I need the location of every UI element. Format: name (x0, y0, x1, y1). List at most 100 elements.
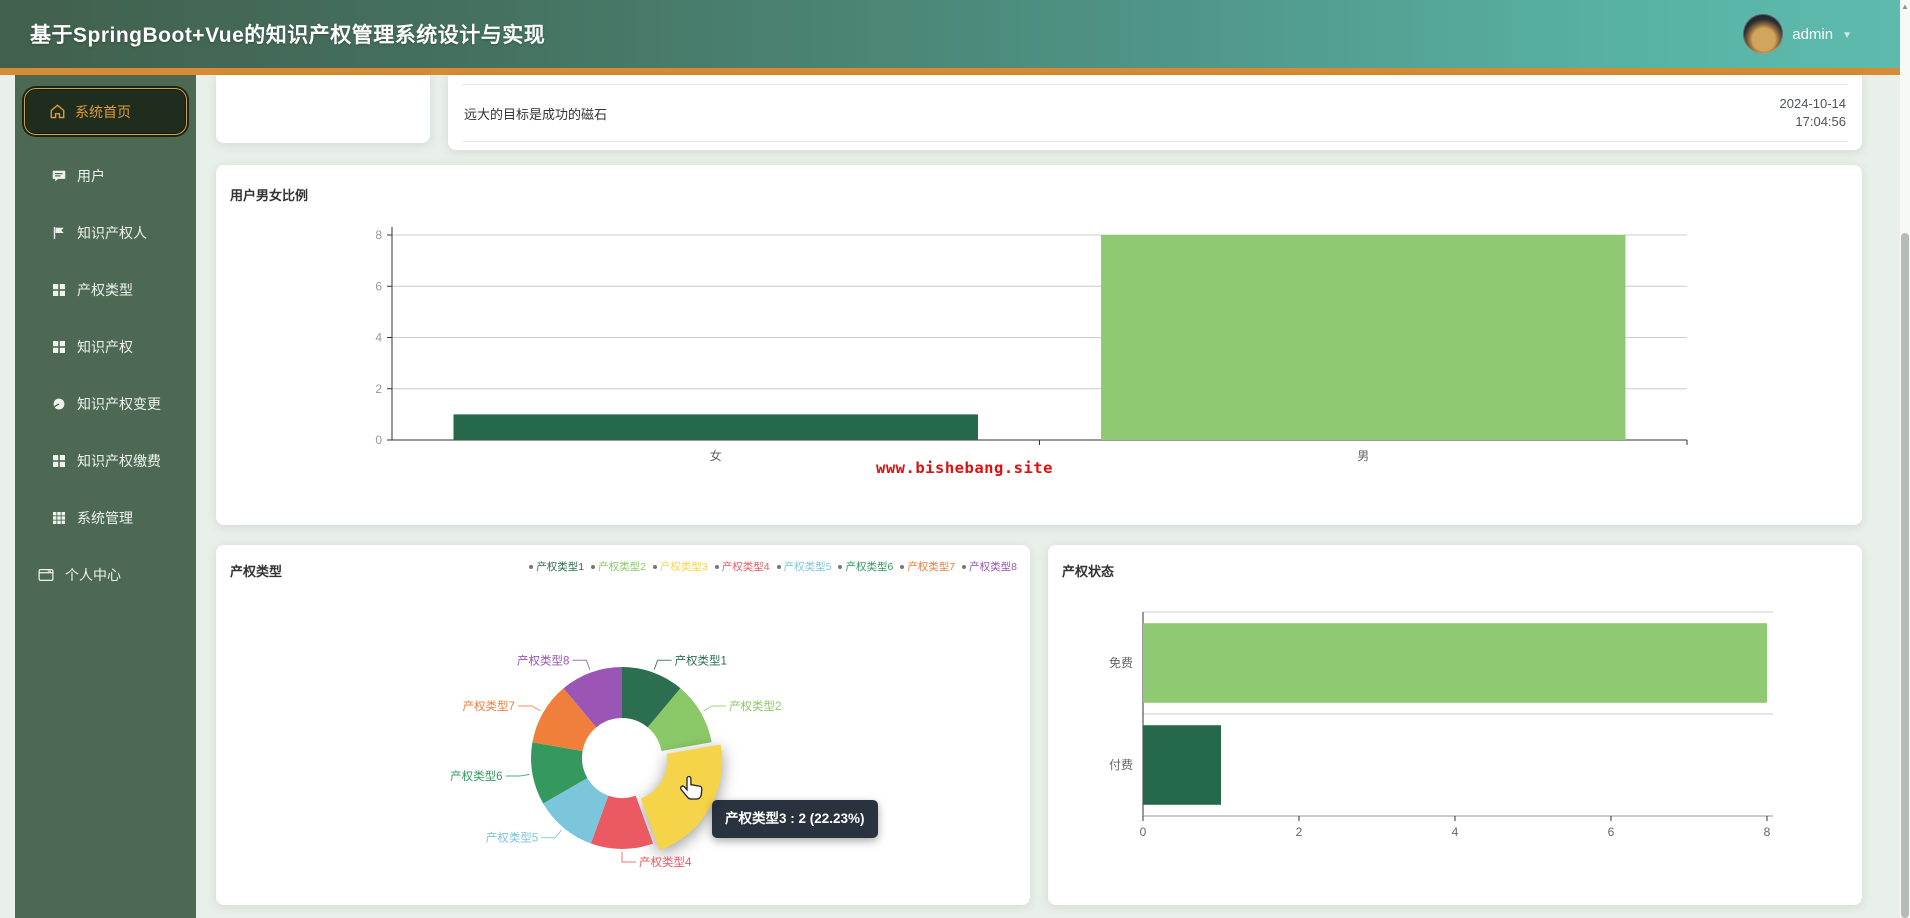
legend-marker-icon (776, 564, 781, 569)
quote-card: 远大的目标是成功的磁石 2024-10-14 17:04:56 (448, 75, 1862, 150)
sidebar-item-ip-type[interactable]: 产权类型 (15, 261, 196, 318)
tooltip-text: 产权类型3 : 2 (22.23%) (725, 811, 865, 826)
home-icon (50, 104, 65, 119)
legend-label: 产权类型1 (536, 561, 585, 573)
legend-label: 产权类型4 (721, 561, 770, 573)
sidebar-item-profile[interactable]: 个人中心 (15, 546, 196, 603)
time-label: 17:04:56 (1795, 114, 1846, 129)
sidebar-item-label: 系统管理 (77, 509, 133, 526)
pie-slice[interactable] (640, 744, 723, 851)
grid-icon (53, 454, 65, 467)
chart-title: 产权类型 (230, 564, 283, 579)
date-label: 2024-10-14 (1779, 95, 1847, 111)
pie-icon (53, 398, 65, 409)
svg-text:产权类型4: 产权类型4 (639, 855, 692, 869)
avatar[interactable] (1743, 14, 1784, 54)
sidebar-item-label: 知识产权变更 (77, 395, 161, 412)
pie-legend: 产权类型1 产权类型2 产权类型3 产权类型4 产权类型5 产权类型6 产权类型7 产权类型8 (529, 559, 1017, 574)
svg-text:产权类型6: 产权类型6 (450, 769, 502, 783)
watermark: www.bishebang.site (876, 459, 1053, 477)
pie-slice[interactable] (622, 667, 681, 728)
legend-item[interactable]: 产权类型2 (591, 559, 646, 574)
window-icon (38, 568, 54, 581)
ip-type-pie-chart[interactable]: 产权类型1 产权类型2 产权类型3 产权类型4 产权类型5 产权类型6 产权类型7 产权类型8 (216, 545, 1030, 905)
svg-text:2: 2 (375, 382, 382, 396)
svg-text:8: 8 (1764, 825, 1771, 839)
pie-chart-card: 产权类型 产权类型1 产权类型2 产权类型3 产权类型4 产权类型5 产权类型6 产权类型7… (216, 545, 1030, 905)
pie-slice[interactable] (531, 742, 588, 804)
pie-slice[interactable] (563, 667, 622, 728)
gender-bar-chart[interactable]: 0 2 4 6 8 女 男 (216, 165, 1862, 525)
svg-text:6: 6 (1608, 825, 1615, 839)
legend-item[interactable]: 产权类型6 (838, 559, 893, 574)
sidebar-item-ip-owner[interactable]: 知识产权人 (15, 204, 196, 261)
sidebar-item-label: 知识产权缴费 (77, 452, 161, 469)
grid-icon (53, 283, 65, 296)
legend-marker-icon (714, 564, 719, 569)
sidebar-item-system-admin[interactable]: 系统管理 (15, 489, 196, 546)
svg-text:产权类型5: 产权类型5 (486, 831, 538, 845)
svg-text:产权类型1: 产权类型1 (675, 653, 727, 667)
legend-label: 产权类型6 (845, 561, 894, 573)
scrollbar-up-arrow[interactable]: ▲ (1901, 2, 1909, 11)
svg-text:4: 4 (1452, 825, 1459, 839)
chart-title: 用户男女比例 (230, 188, 309, 203)
legend-label: 产权类型3 (659, 561, 708, 573)
legend-marker-icon (900, 564, 905, 569)
sidebar-item-ip-change[interactable]: 知识产权变更 (15, 375, 196, 432)
sidebar-item-ip-payment[interactable]: 知识产权缴费 (15, 432, 196, 489)
gender-chart-card: 用户男女比例 0 2 4 6 8 女 男 www.bishebang.site (216, 165, 1862, 525)
svg-text:产权类型2: 产权类型2 (729, 699, 781, 713)
quote-text: 远大的目标是成功的磁石 (464, 106, 608, 122)
timestamp: 2024-10-14 17:04:56 (1780, 95, 1847, 131)
legend-label: 产权类型2 (598, 561, 646, 573)
svg-text:2: 2 (1296, 825, 1303, 839)
svg-text:0: 0 (1140, 825, 1147, 839)
app-header: 基于SpringBoot+Vue的知识产权管理系统设计与实现 admin ▼ (0, 0, 1910, 68)
sidebar-item-ip[interactable]: 知识产权 (15, 318, 196, 375)
legend-marker-icon (962, 564, 967, 569)
divider (462, 141, 1848, 142)
legend-label: 产权类型5 (783, 561, 832, 573)
grid9-icon (53, 511, 65, 524)
sidebar: 系统首页 用户 知识产权人 产权类型 (15, 75, 196, 918)
pie-slice[interactable] (647, 688, 712, 752)
mini-card (216, 75, 430, 143)
grid-icon (53, 340, 65, 353)
legend-item[interactable]: 产权类型5 (776, 559, 832, 574)
scrollbar-thumb[interactable] (1901, 233, 1909, 918)
legend-marker-icon (529, 564, 534, 569)
divider (462, 84, 1848, 85)
chart-tooltip: 产权类型3 : 2 (22.23%) (712, 800, 878, 838)
username-label: admin (1792, 25, 1834, 43)
svg-text:女: 女 (710, 448, 722, 463)
scrollbar[interactable]: ▲ (1900, 0, 1910, 918)
legend-item[interactable]: 产权类型3 (652, 559, 708, 574)
legend-item[interactable]: 产权类型7 (900, 559, 955, 574)
legend-item[interactable]: 产权类型8 (962, 559, 1017, 574)
legend-marker-icon (591, 564, 596, 569)
message-icon (52, 170, 66, 181)
chart-title: 产权状态 (1062, 564, 1115, 579)
sidebar-item-label: 知识产权 (77, 338, 133, 355)
svg-text:免费: 免费 (1109, 655, 1133, 670)
pie-slice[interactable] (532, 688, 597, 752)
pie-slice[interactable] (590, 795, 654, 849)
sidebar-item-users[interactable]: 用户 (15, 147, 196, 204)
svg-text:产权类型7: 产权类型7 (463, 699, 515, 713)
flag-icon (53, 226, 64, 239)
user-menu[interactable]: admin ▼ (1743, 0, 1852, 68)
sidebar-item-home[interactable]: 系统首页 (24, 88, 187, 135)
svg-text:4: 4 (375, 331, 382, 345)
legend-item[interactable]: 产权类型4 (714, 559, 770, 574)
pie-slice[interactable] (543, 778, 609, 844)
legend-label: 产权类型7 (907, 561, 956, 573)
legend-item[interactable]: 产权类型1 (529, 559, 584, 574)
header-accent-bar (0, 68, 1910, 75)
svg-text:男: 男 (1357, 449, 1369, 463)
sidebar-item-label: 系统首页 (75, 103, 131, 120)
legend-marker-icon (838, 564, 843, 569)
page-title: 基于SpringBoot+Vue的知识产权管理系统设计与实现 (30, 24, 546, 47)
